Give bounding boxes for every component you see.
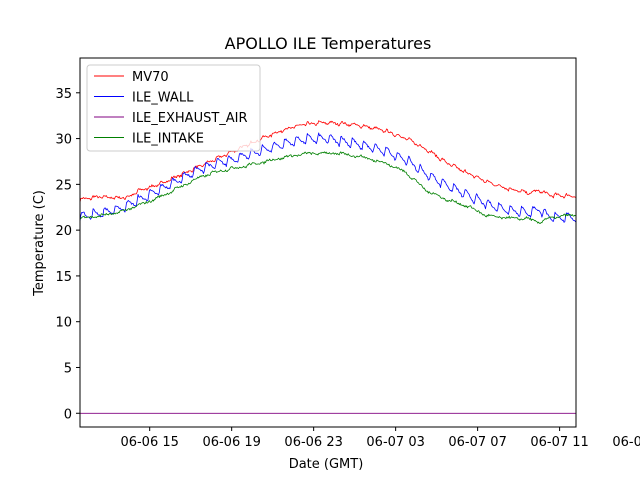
x-tick-label: 06-07 03 xyxy=(366,435,424,450)
x-axis: 06-06 15 06-06 19 06-06 23 06-07 03 06-07 07… xyxy=(120,427,640,450)
y-tick-label: 30 xyxy=(55,133,72,148)
series-line-mv70 xyxy=(80,120,576,203)
y-axis: 0 5 10 15 20 25 30 35 xyxy=(55,87,80,422)
x-tick-label: 06-06 23 xyxy=(284,435,342,450)
y-axis-label: Temperature (C) xyxy=(32,190,47,297)
legend-label: MV70 xyxy=(132,70,169,85)
x-axis-label: Date (GMT) xyxy=(289,457,364,472)
x-tick-label: 06-06 19 xyxy=(202,435,260,450)
x-tick-label: 06-07 07 xyxy=(448,435,506,450)
legend-label: ILE_WALL xyxy=(132,91,194,106)
series-line-ile-wall xyxy=(80,132,576,223)
y-tick-label: 15 xyxy=(55,270,72,285)
y-tick-label: 10 xyxy=(55,316,72,331)
x-tick-label: 06-07 11 xyxy=(530,435,588,450)
series-line-ile-intake xyxy=(80,151,576,224)
y-tick-label: 5 xyxy=(64,361,72,376)
x-tick-label: 06-06 15 xyxy=(120,435,178,450)
y-tick-label: 0 xyxy=(64,407,72,422)
legend: MV70 ILE_WALL ILE_EXHAUST_AIR ILE_INTAKE xyxy=(86,64,261,152)
legend-label: ILE_INTAKE xyxy=(132,132,204,147)
series-layer xyxy=(80,120,576,414)
y-tick-label: 20 xyxy=(55,224,72,239)
y-tick-label: 35 xyxy=(55,87,72,102)
plot-frame xyxy=(79,57,577,428)
chart-title: APOLLO ILE Temperatures xyxy=(225,34,432,53)
legend-label: ILE_EXHAUST_AIR xyxy=(132,111,248,126)
legend-box xyxy=(86,64,261,152)
y-tick-label: 25 xyxy=(55,178,72,193)
x-tick-label: 06-07 15 xyxy=(612,435,640,450)
